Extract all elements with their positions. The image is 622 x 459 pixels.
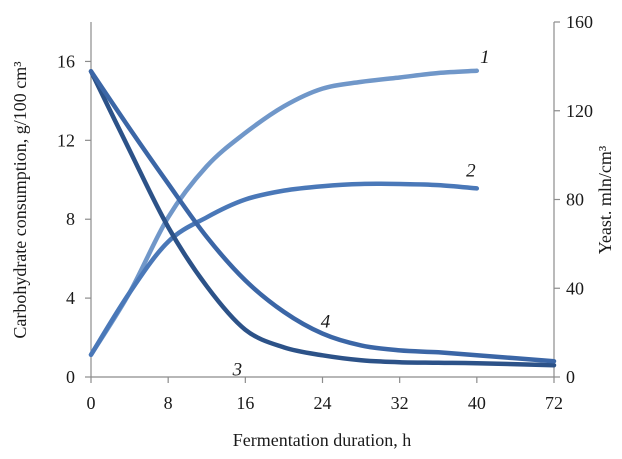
left-y-tick-label: 12 bbox=[57, 130, 75, 150]
series-3-label: 3 bbox=[232, 359, 243, 380]
x-axis-ticks: 0 8 16 24 32 40 72 bbox=[87, 377, 563, 413]
x-tick-label: 24 bbox=[314, 393, 332, 413]
x-tick-label: 0 bbox=[87, 393, 96, 413]
series-layer bbox=[88, 68, 557, 368]
x-tick-label: 40 bbox=[468, 393, 486, 413]
x-tick-label: 8 bbox=[164, 393, 173, 413]
x-axis-title: Fermentation duration, h bbox=[233, 430, 411, 450]
series-1-line bbox=[88, 68, 480, 358]
left-y-axis-title: Carbohydrate consumption, g/100 cm³ bbox=[10, 61, 30, 339]
series-3-line bbox=[88, 69, 557, 368]
right-y-axis-title: Yeast. mln/cm³ bbox=[595, 145, 615, 254]
right-y-axis-ticks: 0 40 80 120 160 bbox=[554, 12, 593, 387]
x-tick-label: 72 bbox=[545, 393, 563, 413]
series-4-label: 4 bbox=[321, 312, 331, 333]
left-y-tick-label: 4 bbox=[66, 288, 75, 308]
series-1-label: 1 bbox=[480, 47, 490, 68]
left-y-tick-label: 16 bbox=[57, 51, 75, 71]
left-y-tick-label: 8 bbox=[66, 209, 75, 229]
series-2-label: 2 bbox=[466, 160, 476, 181]
x-tick-label: 32 bbox=[391, 393, 409, 413]
curve-label-layer: 1 2 3 4 bbox=[232, 47, 490, 380]
left-y-tick-label: 0 bbox=[66, 367, 75, 387]
series-4-line bbox=[88, 69, 557, 364]
left-y-axis-ticks: 0 4 8 12 16 bbox=[57, 51, 91, 387]
right-y-tick-label: 120 bbox=[566, 101, 593, 121]
right-y-tick-label: 0 bbox=[566, 367, 575, 387]
right-y-tick-label: 80 bbox=[566, 190, 584, 210]
right-y-tick-label: 160 bbox=[566, 12, 593, 32]
x-tick-label: 16 bbox=[236, 393, 254, 413]
right-y-tick-label: 40 bbox=[566, 278, 584, 298]
series-2-line bbox=[88, 181, 480, 358]
